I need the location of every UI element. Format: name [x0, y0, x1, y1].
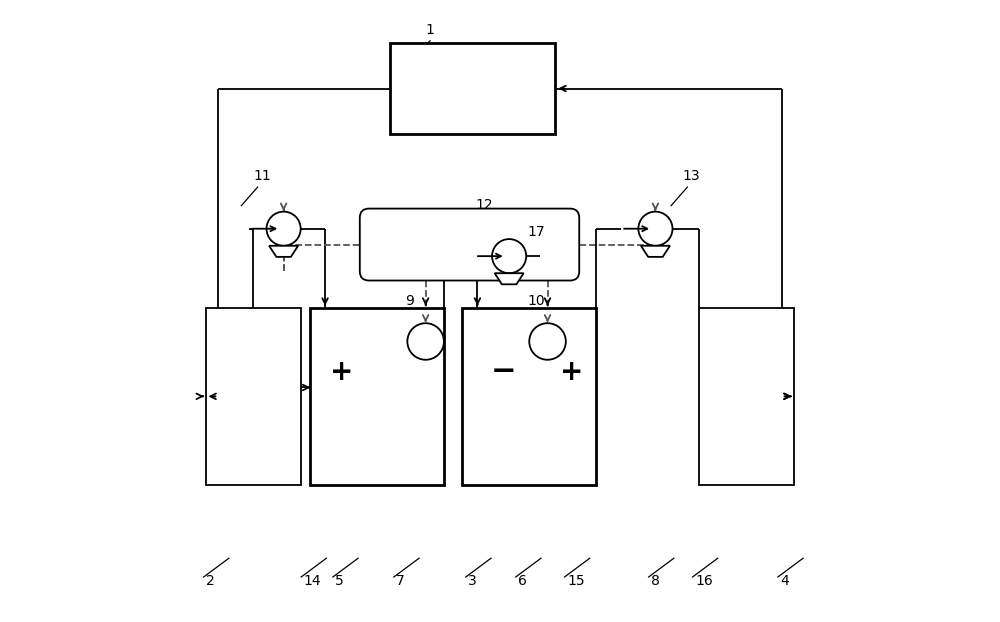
Text: 9: 9: [406, 294, 414, 308]
Bar: [206, 308, 301, 485]
Bar: [462, 308, 596, 485]
Text: 6: 6: [518, 574, 527, 588]
Circle shape: [492, 239, 526, 273]
Text: 11: 11: [253, 169, 271, 183]
Text: 8: 8: [651, 574, 660, 588]
Text: 3: 3: [468, 574, 477, 588]
Polygon shape: [269, 246, 298, 257]
Text: 1: 1: [426, 22, 435, 37]
Circle shape: [407, 323, 444, 360]
Text: 5: 5: [335, 574, 344, 588]
Text: 15: 15: [567, 574, 585, 588]
Circle shape: [638, 211, 673, 246]
Bar: [310, 308, 444, 485]
Text: 7: 7: [396, 574, 405, 588]
Polygon shape: [641, 246, 670, 257]
Text: +: +: [330, 358, 353, 386]
Text: 17: 17: [527, 225, 545, 239]
Polygon shape: [495, 273, 524, 284]
Circle shape: [267, 211, 301, 246]
Text: 12: 12: [476, 198, 493, 212]
Text: 16: 16: [695, 574, 713, 588]
Text: 14: 14: [304, 574, 321, 588]
Text: 13: 13: [683, 169, 700, 183]
Text: 4: 4: [780, 574, 789, 588]
Circle shape: [529, 323, 566, 360]
FancyBboxPatch shape: [360, 208, 579, 281]
Text: 10: 10: [527, 294, 545, 308]
Text: −: −: [490, 358, 516, 386]
Bar: [390, 43, 555, 134]
Text: +: +: [560, 358, 584, 386]
Text: 2: 2: [206, 574, 215, 588]
Bar: [699, 308, 794, 485]
